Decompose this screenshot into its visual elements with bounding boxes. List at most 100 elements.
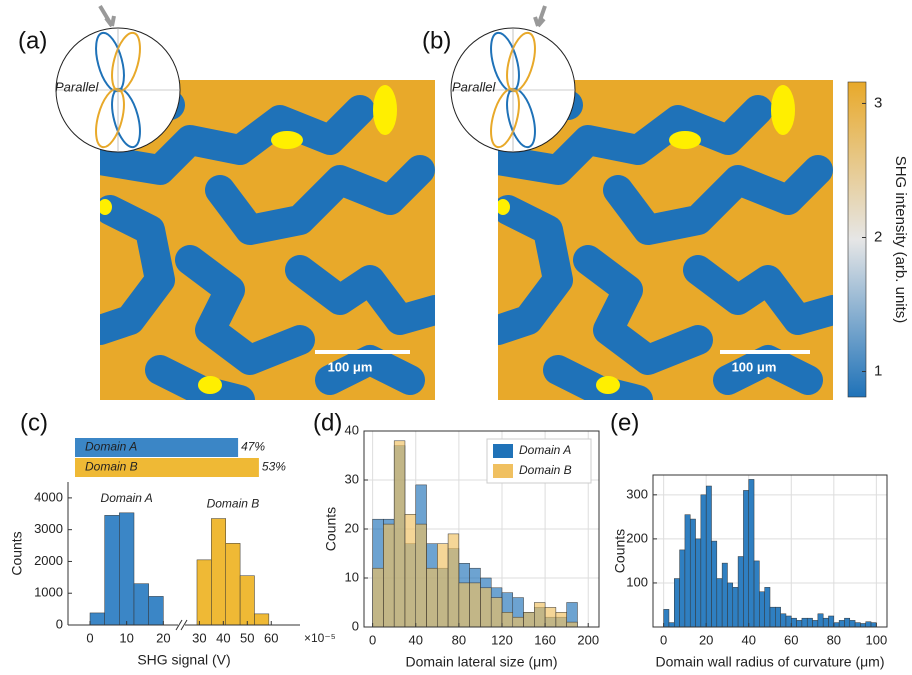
x-multiplier: ×10⁻⁵ bbox=[304, 631, 336, 645]
histogram-bar bbox=[801, 617, 808, 628]
histogram-bar bbox=[196, 559, 212, 626]
histogram-bar bbox=[775, 606, 781, 628]
histogram-bar bbox=[732, 587, 739, 628]
inset-label: Parallel bbox=[55, 79, 99, 94]
polarization-arrow bbox=[98, 4, 116, 28]
series-label: Domain A bbox=[101, 491, 153, 505]
histogram-bar bbox=[700, 494, 707, 628]
histogram-bar bbox=[490, 597, 503, 628]
histogram-bar bbox=[817, 613, 824, 628]
x-tick-label: 40 bbox=[409, 632, 423, 647]
x-tick-label: 10 bbox=[119, 630, 133, 645]
x-tick-label: 160 bbox=[534, 632, 556, 647]
histogram-bar bbox=[865, 621, 872, 628]
scale-bar-label: 100 μm bbox=[732, 359, 777, 374]
axis-break bbox=[180, 619, 188, 631]
histogram-bar bbox=[469, 582, 481, 628]
legend-label: Domain A bbox=[519, 443, 571, 457]
histogram-bar bbox=[404, 514, 416, 628]
histogram-bar bbox=[383, 523, 395, 628]
histogram-bar bbox=[695, 538, 702, 628]
bar-label: Domain B bbox=[85, 460, 138, 474]
histogram-bar bbox=[534, 602, 546, 628]
y-tick-label: 20 bbox=[345, 520, 359, 535]
y-tick-label: 300 bbox=[626, 486, 648, 501]
histogram-bar bbox=[833, 622, 840, 628]
histogram-bar bbox=[133, 583, 149, 626]
histogram-bar bbox=[211, 518, 226, 626]
histogram-bar bbox=[791, 617, 797, 628]
histogram-bar bbox=[689, 518, 696, 628]
y-tick-label: 4000 bbox=[34, 489, 63, 504]
histogram-bar bbox=[668, 622, 675, 628]
y-tick-label: 3 bbox=[874, 94, 882, 111]
bar bbox=[75, 438, 239, 457]
histogram-bar bbox=[769, 606, 776, 628]
histogram-bar bbox=[119, 512, 135, 626]
histogram-bar bbox=[104, 515, 120, 626]
histogram-bar bbox=[727, 582, 734, 628]
histogram-bar bbox=[372, 567, 384, 628]
x-tick-label: 200 bbox=[577, 632, 599, 647]
histogram-bar bbox=[812, 620, 819, 628]
y-tick-label: 1000 bbox=[34, 585, 63, 600]
panel-label: (a) bbox=[18, 27, 47, 54]
inset-label: Parallel bbox=[452, 79, 496, 94]
y-tick-label: 2 bbox=[874, 228, 882, 245]
histogram-bar bbox=[393, 440, 406, 628]
histogram-bar bbox=[860, 623, 866, 628]
histogram-bar bbox=[239, 575, 255, 626]
histogram-bar bbox=[796, 620, 803, 628]
x-tick-label: 20 bbox=[699, 632, 713, 647]
x-axis-label: SHG signal (V) bbox=[137, 652, 230, 668]
histogram-bar bbox=[225, 543, 241, 626]
y-tick-label: 3000 bbox=[34, 521, 63, 536]
series-label: Domain B bbox=[207, 497, 260, 511]
histogram-bar bbox=[844, 617, 851, 628]
axes-frame bbox=[652, 474, 888, 628]
histogram-bar bbox=[426, 567, 438, 628]
histogram-bar bbox=[753, 560, 760, 628]
histogram-bar bbox=[458, 582, 470, 628]
histogram-bar bbox=[544, 607, 557, 628]
x-axis-label: Domain wall radius of curvature (μm) bbox=[655, 654, 884, 670]
panel-label: (c) bbox=[20, 409, 48, 436]
histogram-bar bbox=[870, 622, 877, 628]
x-tick-label: 80 bbox=[452, 632, 466, 647]
histogram-bar bbox=[854, 622, 861, 628]
x-tick-label: 40 bbox=[216, 630, 230, 645]
panel-label: (d) bbox=[313, 409, 342, 436]
y-tick-label: 1 bbox=[874, 363, 882, 380]
x-tick-label: 30 bbox=[192, 630, 206, 645]
histogram-bar bbox=[759, 591, 765, 628]
x-tick-label: 40 bbox=[741, 632, 755, 647]
y-tick-label: 30 bbox=[345, 471, 359, 486]
x-tick-label: 60 bbox=[784, 632, 798, 647]
histogram-bar bbox=[838, 620, 845, 628]
y-axis-label: Counts bbox=[612, 529, 628, 573]
histogram-bar bbox=[254, 613, 270, 626]
histogram-bar bbox=[148, 596, 164, 626]
histogram-bar bbox=[711, 540, 718, 628]
axis-break bbox=[175, 619, 183, 631]
value-label: 47% bbox=[241, 440, 265, 454]
x-tick-label: 20 bbox=[156, 630, 170, 645]
histogram-bar bbox=[849, 620, 856, 628]
polarization-arrow bbox=[533, 5, 547, 28]
y-axis-label: Counts bbox=[9, 531, 25, 575]
y-tick-label: 200 bbox=[626, 530, 648, 545]
y-tick-label: 100 bbox=[626, 574, 648, 589]
histogram-bar bbox=[663, 609, 670, 628]
histogram-bar bbox=[523, 612, 535, 628]
histogram-bar bbox=[679, 549, 686, 628]
y-tick-label: 2000 bbox=[34, 553, 63, 568]
histogram-bar bbox=[737, 556, 744, 628]
x-tick-label: 0 bbox=[86, 630, 93, 645]
histogram-bar bbox=[780, 613, 787, 628]
histogram-bar bbox=[480, 587, 492, 628]
x-tick-label: 100 bbox=[866, 632, 888, 647]
bar bbox=[75, 458, 259, 477]
histogram-bar bbox=[806, 617, 813, 628]
legend-swatch bbox=[493, 444, 513, 458]
